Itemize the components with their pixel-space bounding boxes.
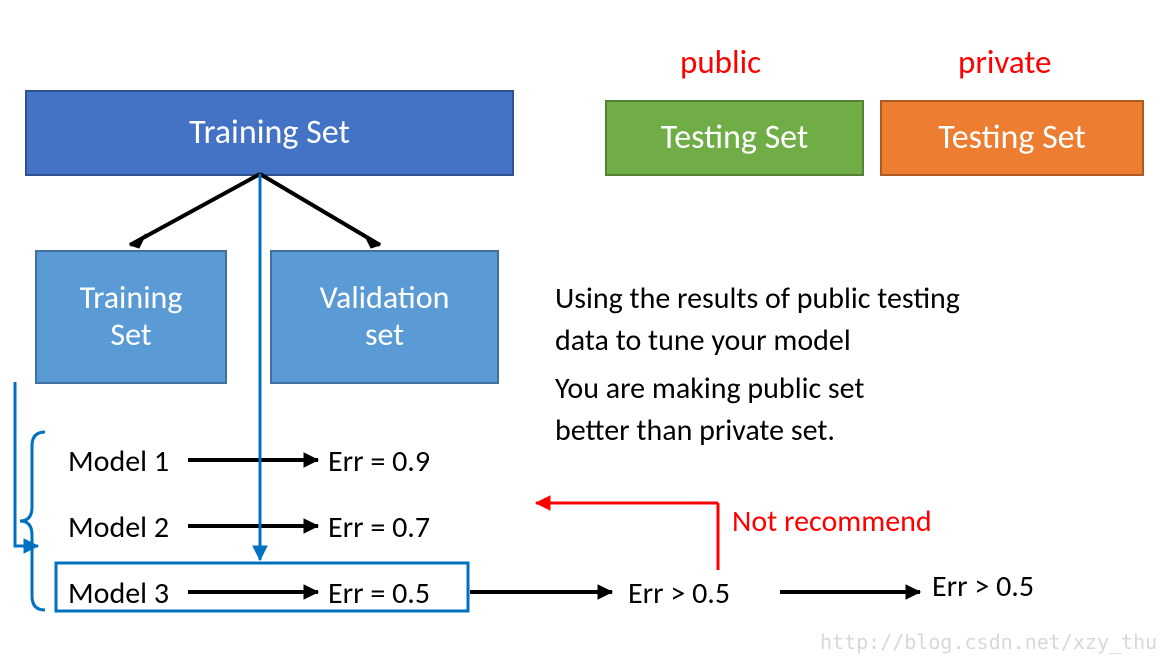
model-2-label: Model 2 <box>68 509 169 546</box>
watermark-text: http://blog.csdn.net/xzy_thu <box>820 630 1157 654</box>
validation-set-box: Validation set <box>270 250 499 384</box>
testing-set-private-box: Testing Set <box>880 100 1144 176</box>
training-set-small-box: Training Set <box>35 250 227 384</box>
err-public-label: Err > 0.5 <box>628 575 730 612</box>
desc-line-2: data to tune your model <box>555 322 851 359</box>
private-label: private <box>958 42 1051 82</box>
err-3-label: Err = 0.5 <box>328 575 430 612</box>
not-recommend-label: Not recommend <box>732 503 932 540</box>
err-private-label: Err > 0.5 <box>932 568 1034 605</box>
err-2-label: Err = 0.7 <box>328 509 430 546</box>
model-1-label: Model 1 <box>68 443 169 480</box>
desc-line-1: Using the results of public testing <box>555 280 960 317</box>
err-1-label: Err = 0.9 <box>328 443 430 480</box>
model-3-label: Model 3 <box>68 575 169 612</box>
desc-line-4: better than private set. <box>555 412 835 449</box>
public-label: public <box>680 42 761 82</box>
training-set-top-box: Training Set <box>25 90 514 176</box>
desc-line-3: You are making public set <box>555 370 864 407</box>
testing-set-public-box: Testing Set <box>605 100 864 176</box>
